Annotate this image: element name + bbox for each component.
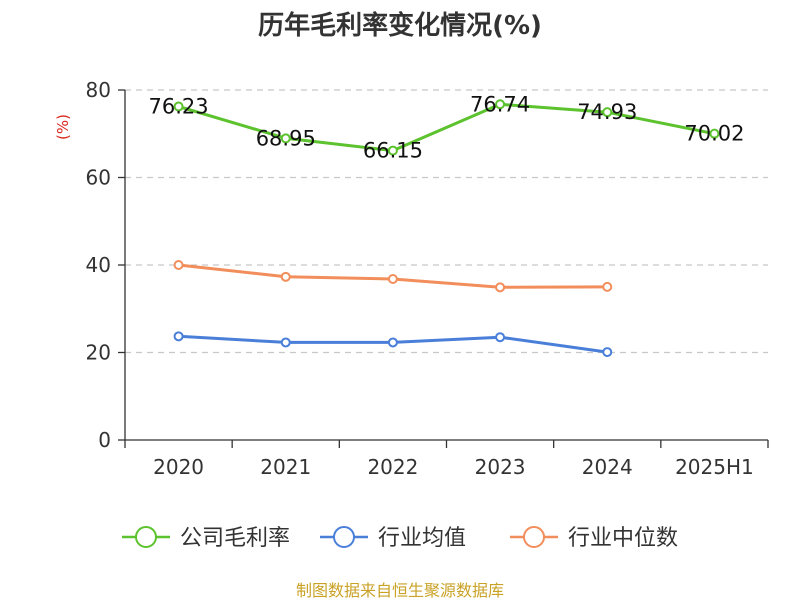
y-tick-label: 60: [86, 166, 111, 190]
legend: 公司毛利率 行业均值 行业中位数: [122, 526, 678, 551]
y-tick-label: 0: [98, 428, 111, 452]
data-point: [173, 331, 184, 342]
y-tick-label: 80: [86, 78, 111, 102]
legend-marker: [135, 526, 157, 548]
data-label: 68.95: [256, 126, 316, 150]
series-line-0: [178, 102, 715, 153]
legend-label: 公司毛利率: [180, 526, 290, 551]
data-point: [173, 260, 184, 270]
data-point: [495, 99, 506, 110]
data-point: [280, 337, 291, 348]
data-point: [280, 133, 291, 144]
series-points: [173, 99, 720, 358]
x-tick-label: 2024: [582, 455, 633, 479]
data-label: 76.74: [470, 92, 530, 116]
data-point: [602, 281, 613, 292]
chart-title: 历年毛利率变化情况(%): [258, 10, 542, 41]
y-tick-label: 20: [86, 341, 111, 365]
data-label: 66.15: [363, 139, 423, 163]
data-point: [387, 274, 398, 284]
legend-label: 行业均值: [378, 526, 466, 551]
data-point: [495, 282, 506, 293]
legend-label: 行业中位数: [568, 526, 678, 551]
data-point: [602, 347, 613, 358]
axes: [118, 89, 769, 448]
legend-marker: [333, 526, 355, 548]
data-point: [387, 145, 398, 156]
data-labels: 76.23 68.95 66.15 76.74 74.93 70.02: [149, 92, 745, 162]
data-point: [709, 128, 720, 139]
x-tick-label: 2020: [153, 455, 204, 479]
y-tick-label: 40: [86, 253, 111, 277]
data-label: 74.93: [577, 100, 637, 124]
data-label: 76.23: [149, 94, 209, 118]
x-tick-label: 2023: [475, 455, 526, 479]
data-point: [495, 332, 506, 343]
data-point: [387, 337, 398, 348]
gridlines: [125, 89, 768, 354]
x-tick-label: 2022: [367, 455, 418, 479]
legend-marker: [523, 526, 545, 548]
x-tick-label: 2025H1: [675, 455, 754, 479]
x-tick-labels: 2020 2021 2022 2023 2024 2025H1: [153, 455, 754, 479]
data-label: 70.02: [684, 122, 744, 146]
source-note: 制图数据来自恒生聚源数据库: [296, 581, 504, 600]
x-tick-label: 2021: [260, 455, 311, 479]
data-point: [602, 107, 613, 118]
y-tick-labels: 0 20 40 60 80: [86, 78, 111, 452]
data-point: [173, 101, 184, 112]
y-axis-label: (%): [54, 114, 72, 140]
data-point: [280, 271, 291, 282]
